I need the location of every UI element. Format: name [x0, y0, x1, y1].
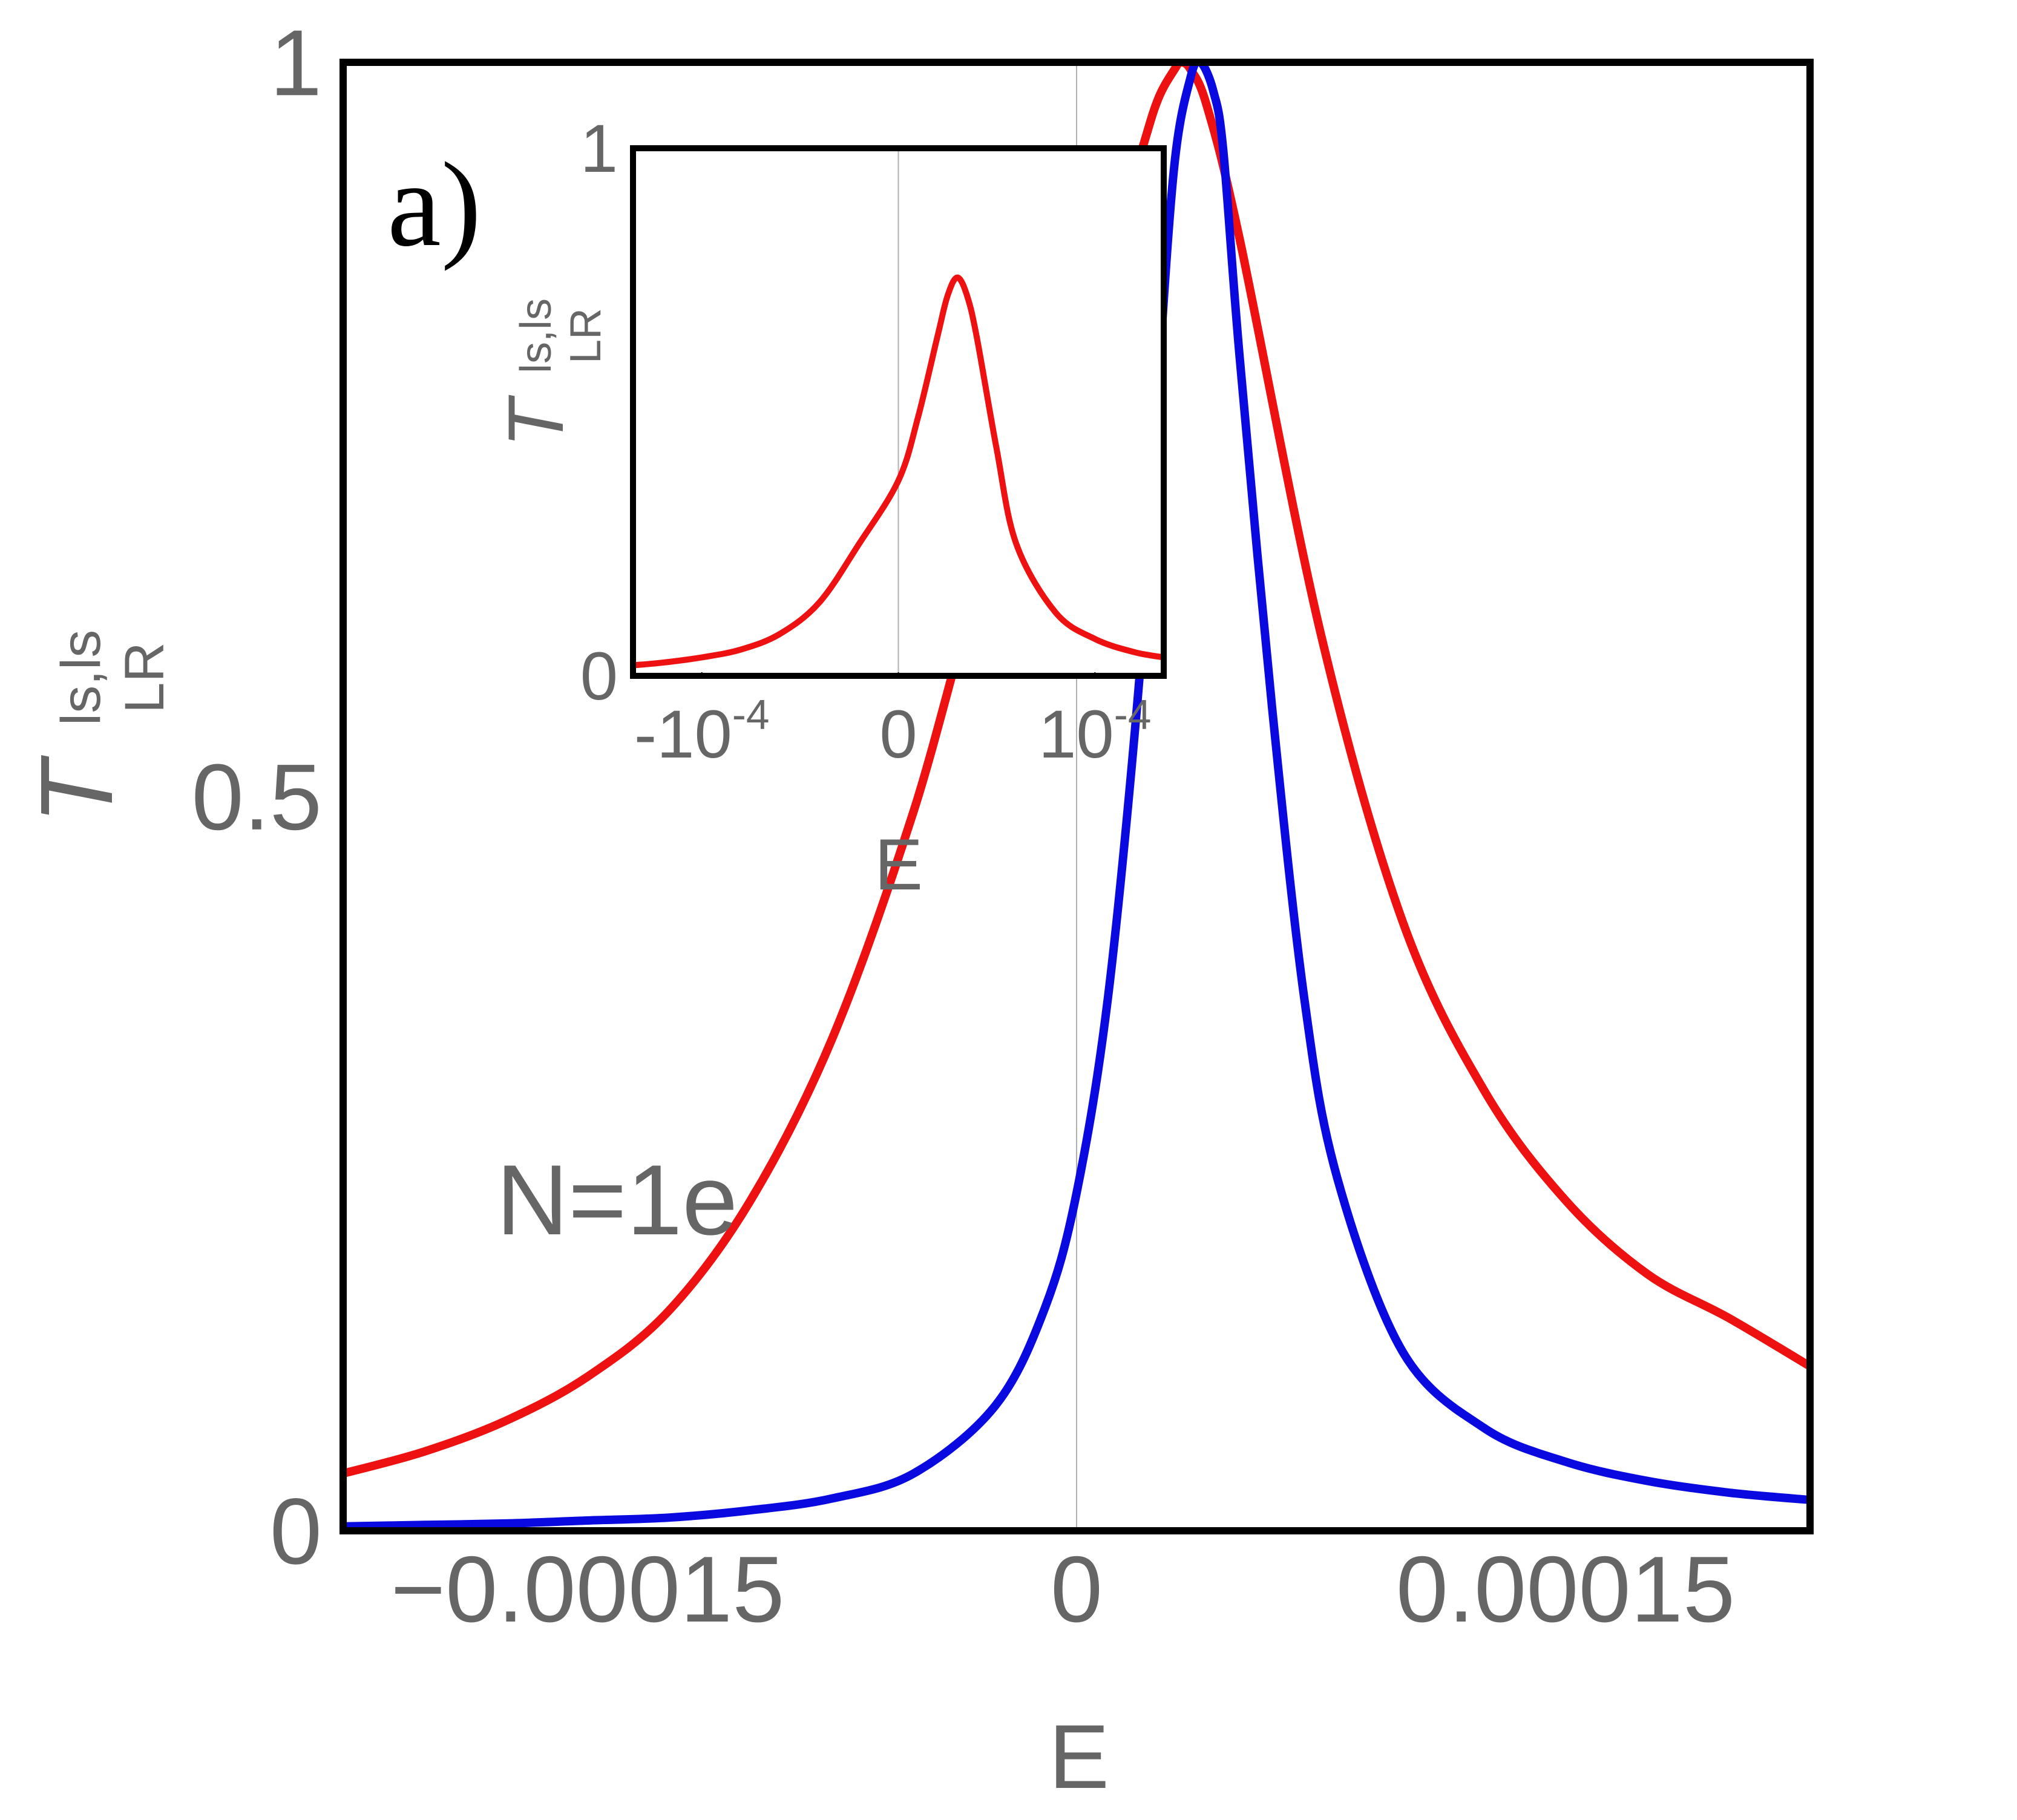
inset-plot: -10-4 0 10-4 01 E T ls,ls LR: [491, 111, 1167, 905]
svg-text:ls,ls: ls,ls: [512, 298, 560, 373]
main-x-ticks: −0.00015 0 0.00015: [391, 1527, 1735, 1642]
inset-y-tick-label: 0: [580, 638, 618, 714]
inset-x-ticks: -10-4 0 10-4: [634, 672, 1151, 772]
svg-text:T: T: [19, 755, 134, 824]
main-x-tick-label: −0.00015: [391, 1537, 785, 1642]
inset-x-tick-label: -10-4: [634, 691, 770, 772]
svg-text:LR: LR: [562, 308, 610, 364]
inset-x-tick-label: 0: [879, 696, 917, 772]
main-x-tick-label: 0: [1051, 1537, 1103, 1642]
inset-y-label-superscript: ls,ls: [512, 298, 560, 373]
inset-y-label-symbol: T: [491, 394, 580, 448]
inset-series-red-line: [633, 274, 1164, 669]
main-y-axis-label: T ls,ls LR: [19, 630, 175, 824]
svg-text:ls,ls: ls,ls: [50, 630, 112, 725]
inset-x-axis-label: E: [874, 824, 923, 905]
inset-y-axis-label: T ls,ls LR: [491, 298, 610, 448]
panel-label: a): [387, 138, 481, 272]
inset-x-tick-label: 10-4: [1038, 691, 1151, 772]
main-y-label-superscript: ls,ls: [50, 630, 112, 725]
main-y-tick-label: 1: [270, 10, 322, 115]
main-x-axis-label: E: [1049, 1706, 1109, 1807]
main-series-red-line: [343, 61, 1810, 1478]
main-y-label-subscript: LR: [114, 642, 175, 713]
inset-series-group: [633, 274, 1164, 669]
main-y-tick-label: 0: [270, 1479, 322, 1583]
main-y-ticks: 00.51: [192, 10, 322, 1583]
main-x-tick-label: 0.00015: [1396, 1537, 1735, 1642]
main-series-blue-line: [343, 61, 1810, 1531]
n-annotation: N=1e: [496, 1144, 738, 1255]
main-y-label-symbol: T: [19, 755, 134, 824]
svg-text:T: T: [491, 394, 580, 448]
main-y-tick-label: 0.5: [192, 745, 322, 849]
main-series-group: [343, 61, 1810, 1531]
main-plot: −0.00015 0 0.00015 00.51 E T ls,ls LR a) N…: [19, 10, 1814, 1807]
inset-y-ticks: 01: [580, 111, 618, 714]
svg-text:LR: LR: [114, 642, 175, 713]
inset-y-label-subscript: LR: [562, 308, 610, 364]
inset-y-tick-label: 1: [580, 111, 618, 186]
